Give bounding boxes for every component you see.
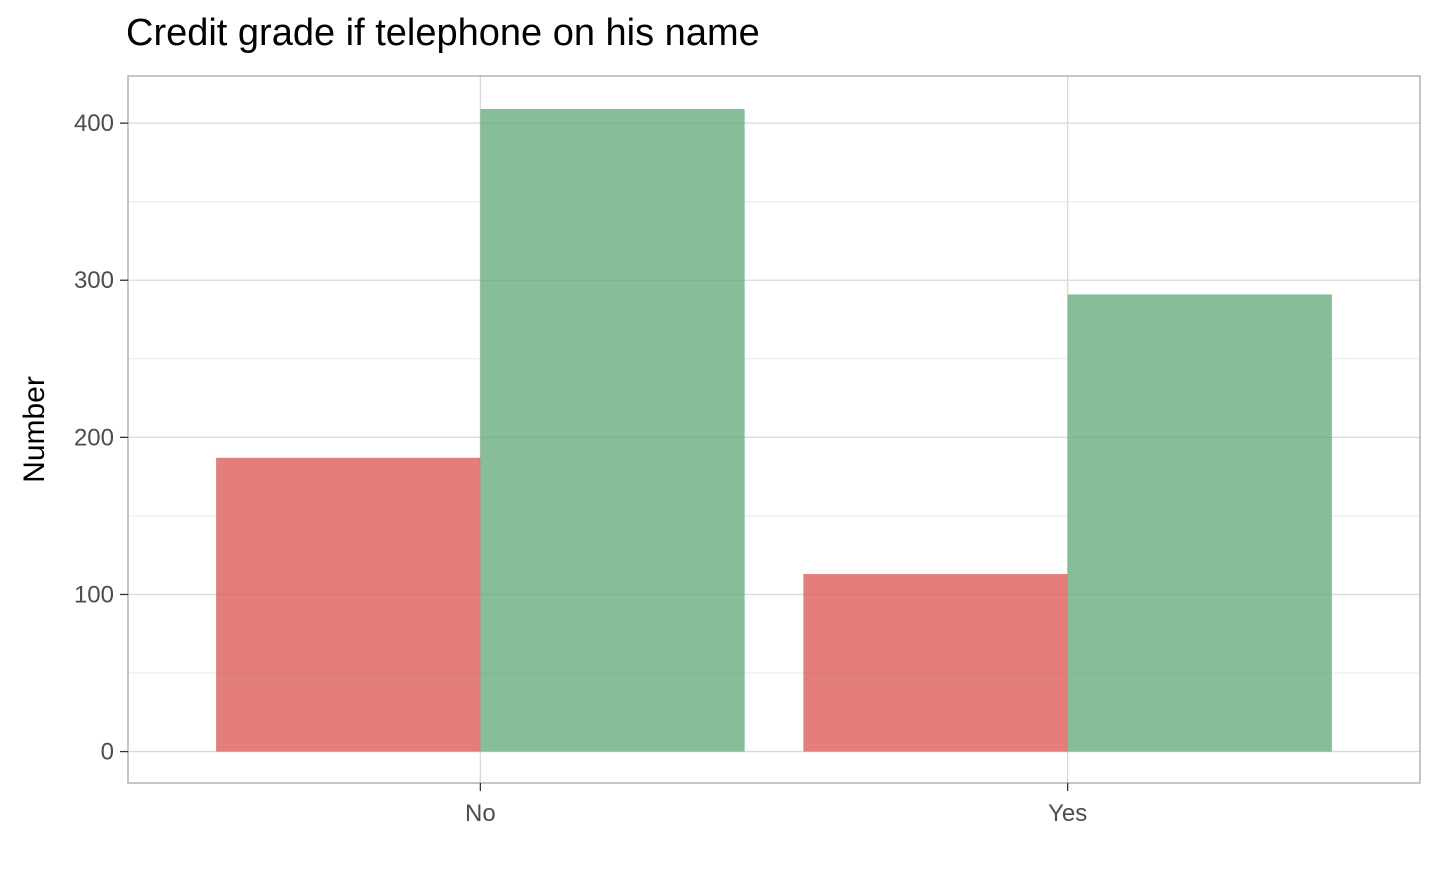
y-tick-label: 0: [101, 739, 114, 766]
y-tick-label: 400: [74, 110, 114, 137]
chart-title: Credit grade if telephone on his name: [126, 12, 760, 54]
x-tick-label: No: [465, 800, 496, 827]
x-tick-label: Yes: [1048, 800, 1087, 827]
y-tick-label: 300: [74, 267, 114, 294]
bar-no-series-1: [216, 457, 481, 752]
bar-no-series-2: [480, 108, 745, 752]
y-axis-title: Number: [18, 376, 51, 483]
bar-yes-series-1: [803, 574, 1068, 752]
ticks-layer: 0 100 200 300 400 No Yes: [74, 110, 1087, 827]
y-tick-label: 200: [74, 424, 114, 451]
plot-frame: [127, 75, 1421, 784]
bar-yes-series-2: [1067, 294, 1332, 752]
bars-layer: [216, 108, 1332, 752]
y-tick-label: 100: [74, 581, 114, 608]
